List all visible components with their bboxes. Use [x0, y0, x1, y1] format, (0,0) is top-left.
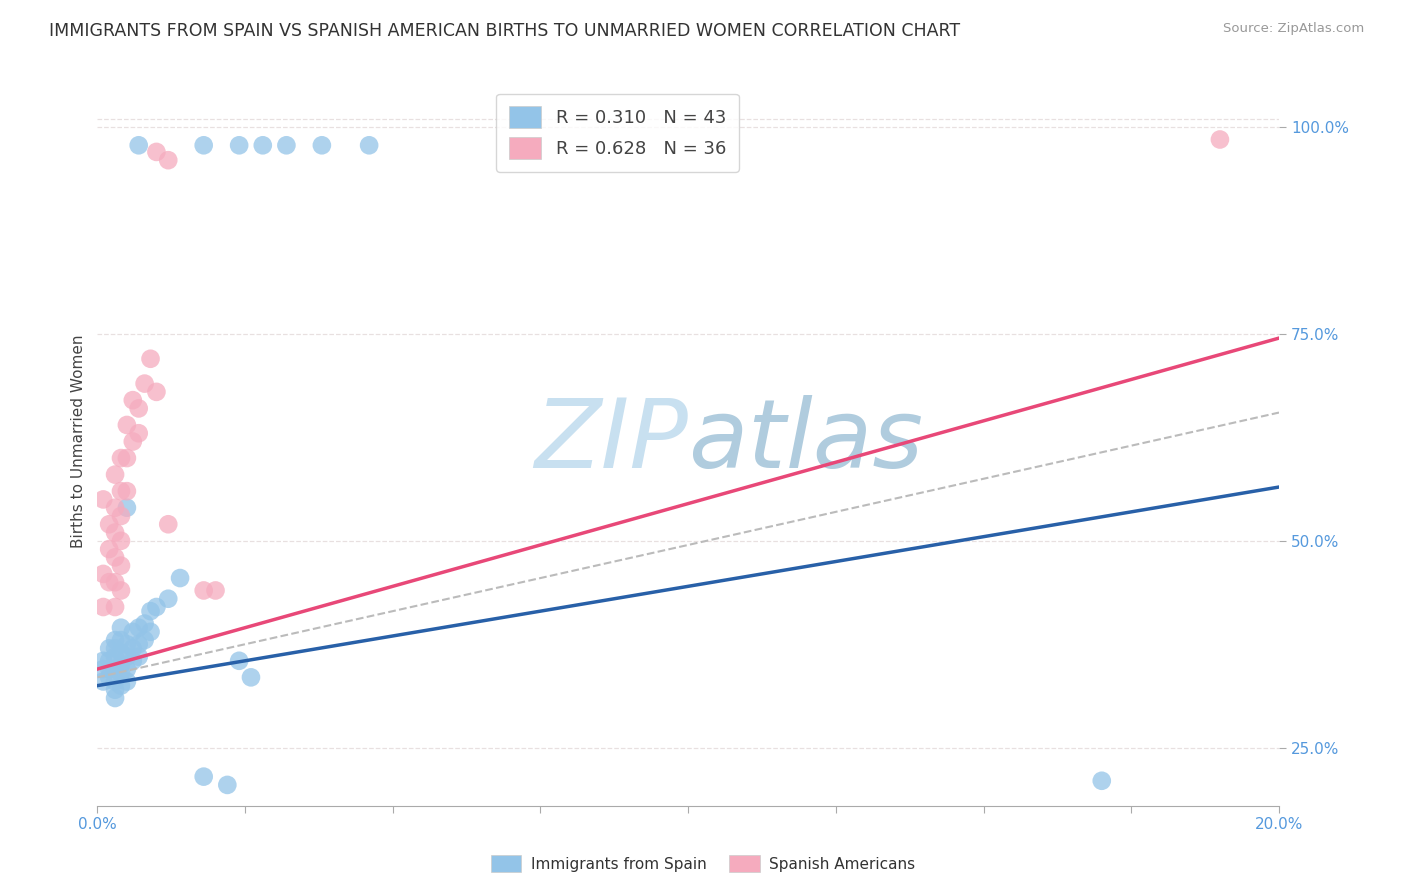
Point: [110, 646, 132, 660]
Legend: Immigrants from Spain, Spanish Americans: Immigrants from Spain, Spanish Americans: [484, 847, 922, 880]
Point: [139, 624, 162, 639]
Point: [104, 852, 127, 866]
Point: [98, 662, 121, 676]
Point: [91, 654, 114, 668]
Point: [157, 517, 180, 532]
Point: [98, 641, 121, 656]
Point: [104, 682, 127, 697]
Point: [359, 138, 381, 153]
Point: [104, 649, 127, 664]
Point: [98, 654, 121, 668]
Point: [110, 451, 132, 466]
Point: [217, 778, 239, 792]
Point: [128, 138, 150, 153]
Point: [110, 558, 132, 573]
Point: [104, 525, 127, 540]
Text: IMMIGRANTS FROM SPAIN VS SPANISH AMERICAN BIRTHS TO UNMARRIED WOMEN CORRELATION : IMMIGRANTS FROM SPAIN VS SPANISH AMERICA…: [49, 22, 960, 40]
Point: [311, 138, 333, 153]
Point: [134, 616, 156, 631]
Point: [98, 670, 121, 684]
Point: [134, 376, 156, 391]
Point: [157, 153, 180, 168]
Point: [1209, 132, 1232, 146]
Point: [239, 670, 262, 684]
Point: [204, 583, 226, 598]
Text: Source: ZipAtlas.com: Source: ZipAtlas.com: [1223, 22, 1364, 36]
Point: [121, 624, 143, 639]
Point: [98, 861, 121, 875]
Point: [128, 426, 150, 441]
Point: [104, 500, 127, 515]
Point: [169, 571, 191, 585]
Point: [115, 674, 138, 689]
Point: [91, 674, 114, 689]
Point: [204, 825, 226, 839]
Point: [121, 393, 143, 408]
Point: [115, 662, 138, 676]
Point: [128, 621, 150, 635]
Point: [121, 434, 143, 449]
Point: [1091, 773, 1114, 788]
Text: atlas: atlas: [688, 395, 924, 488]
Point: [104, 600, 127, 615]
Point: [115, 649, 138, 664]
Point: [128, 637, 150, 651]
Point: [104, 550, 127, 565]
Point: [91, 600, 114, 615]
Point: [110, 633, 132, 648]
Point: [128, 649, 150, 664]
Point: [139, 604, 162, 618]
Point: [276, 138, 298, 153]
Point: [104, 641, 127, 656]
Point: [110, 621, 132, 635]
Point: [134, 633, 156, 648]
Point: [104, 467, 127, 482]
Point: [104, 633, 127, 648]
Point: [145, 384, 167, 399]
Point: [98, 517, 121, 532]
Point: [91, 662, 114, 676]
Y-axis label: Births to Unmarried Women: Births to Unmarried Women: [72, 334, 86, 549]
Point: [98, 575, 121, 590]
Point: [115, 637, 138, 651]
Point: [110, 484, 132, 499]
Point: [104, 691, 127, 706]
Point: [98, 542, 121, 557]
Point: [115, 417, 138, 432]
Point: [91, 566, 114, 581]
Point: [128, 401, 150, 416]
Point: [252, 138, 274, 153]
Point: [115, 500, 138, 515]
Point: [193, 770, 215, 784]
Point: [145, 600, 167, 615]
Point: [193, 138, 215, 153]
Point: [228, 654, 250, 668]
Point: [193, 583, 215, 598]
Point: [104, 662, 127, 676]
Point: [110, 533, 132, 548]
Point: [104, 575, 127, 590]
Point: [228, 138, 250, 153]
Point: [157, 591, 180, 606]
Point: [110, 657, 132, 672]
Text: ZIP: ZIP: [534, 395, 688, 488]
Point: [121, 641, 143, 656]
Point: [110, 508, 132, 523]
Point: [115, 484, 138, 499]
Point: [110, 583, 132, 598]
Point: [145, 145, 167, 159]
Point: [104, 674, 127, 689]
Point: [139, 351, 162, 366]
Point: [91, 492, 114, 507]
Point: [110, 679, 132, 693]
Point: [121, 654, 143, 668]
Point: [174, 840, 197, 855]
Legend: R = 0.310   N = 43, R = 0.628   N = 36: R = 0.310 N = 43, R = 0.628 N = 36: [496, 94, 738, 172]
Point: [115, 451, 138, 466]
Point: [110, 666, 132, 681]
